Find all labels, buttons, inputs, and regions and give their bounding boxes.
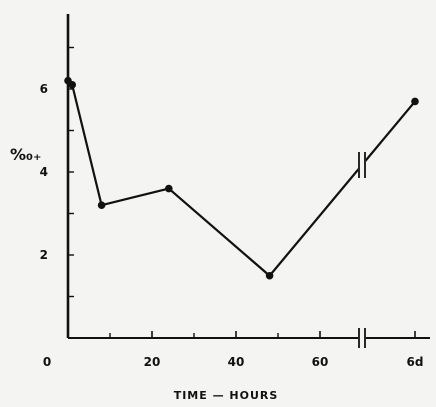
x-tick-label: 20 [144, 355, 161, 369]
x-tick-label: 60 [312, 355, 329, 369]
axes [66, 14, 430, 339]
line-break-gap [358, 152, 366, 177]
data-point [68, 81, 76, 89]
x-tick-label: 6d [407, 355, 424, 369]
data-point [97, 201, 106, 209]
plot-area [64, 76, 419, 348]
x-tick-label: 0 [43, 355, 51, 369]
tick-labels: 0 20 40 60 6d 2 4 6 [40, 82, 424, 369]
series-line [67, 79, 416, 277]
x-axis-break-gap [358, 329, 366, 347]
x-tick-label: 40 [228, 355, 245, 369]
ticks [68, 46, 416, 338]
y-axis-title: %₀₊ [10, 145, 41, 164]
data-point [165, 184, 173, 193]
data-point [411, 97, 419, 106]
data-point [265, 271, 274, 280]
y-tick-label: 6 [40, 82, 48, 96]
y-tick-label: 2 [40, 248, 48, 262]
y-tick-label: 4 [40, 165, 48, 179]
x-axis-title: TIME — HOURS [174, 389, 279, 402]
